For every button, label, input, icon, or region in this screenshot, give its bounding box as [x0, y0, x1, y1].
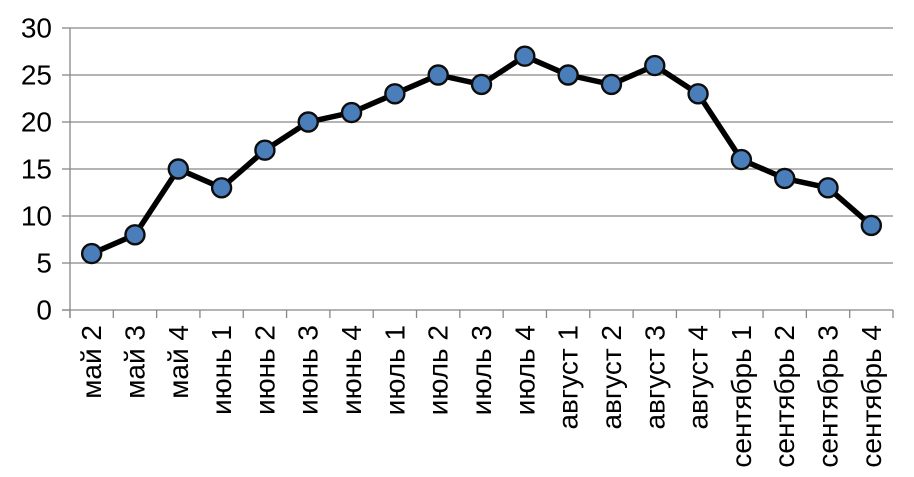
data-point-marker	[167, 158, 189, 180]
data-point-marker	[297, 111, 319, 133]
x-axis-category-label: июль 4	[509, 325, 540, 415]
x-axis-category-label: август 3	[639, 325, 670, 430]
x-axis-category-label: июнь 4	[336, 325, 367, 415]
data-point-marker	[860, 214, 883, 237]
data-point-marker	[470, 73, 493, 96]
x-axis-category-label: май 2	[76, 325, 107, 399]
x-axis-category-label: май 4	[163, 325, 194, 399]
data-point-marker	[687, 83, 709, 105]
y-axis-tick-label: 10	[21, 201, 52, 232]
x-axis-category-label: август 1	[553, 325, 584, 430]
y-axis-tick-label: 20	[21, 107, 52, 138]
x-axis-category-label: июль 1	[379, 325, 410, 415]
x-axis-category-label: сентябрь 1	[726, 325, 757, 468]
data-point-marker	[210, 177, 233, 199]
data-point-marker	[514, 45, 536, 67]
x-axis-category-label: август 2	[596, 325, 627, 430]
y-axis-tick-label: 5	[36, 248, 52, 279]
data-point-marker	[340, 101, 363, 124]
x-axis-category-label: сентябрь 4	[856, 325, 887, 468]
data-point-marker	[384, 83, 406, 105]
x-axis-category-label: июль 3	[466, 325, 497, 415]
x-axis-category-label: август 4	[683, 325, 714, 430]
data-point-marker	[730, 148, 753, 171]
data-point-marker	[254, 139, 276, 161]
y-axis-tick-label: 0	[36, 295, 52, 326]
y-axis-tick-label: 30	[21, 13, 52, 44]
x-axis-category-label: сентябрь 2	[769, 325, 800, 468]
x-axis-category-label: июнь 1	[206, 325, 237, 415]
data-point-marker	[817, 177, 839, 199]
x-axis-category-label: май 3	[119, 325, 150, 399]
data-point-marker	[774, 167, 796, 190]
x-axis-category-label: июнь 3	[293, 325, 324, 415]
x-axis-category-label: июнь 2	[249, 325, 280, 415]
y-axis-tick-label: 25	[21, 60, 52, 91]
y-axis-tick-label: 15	[21, 154, 52, 185]
data-point-marker	[557, 64, 579, 86]
data-point-marker	[644, 54, 666, 77]
x-axis-category-label: июль 2	[423, 325, 454, 415]
data-point-marker	[427, 64, 449, 86]
x-axis-category-label: сентябрь 3	[813, 325, 844, 468]
data-point-marker	[124, 224, 146, 246]
data-point-marker	[80, 242, 103, 265]
data-point-marker	[600, 73, 623, 96]
